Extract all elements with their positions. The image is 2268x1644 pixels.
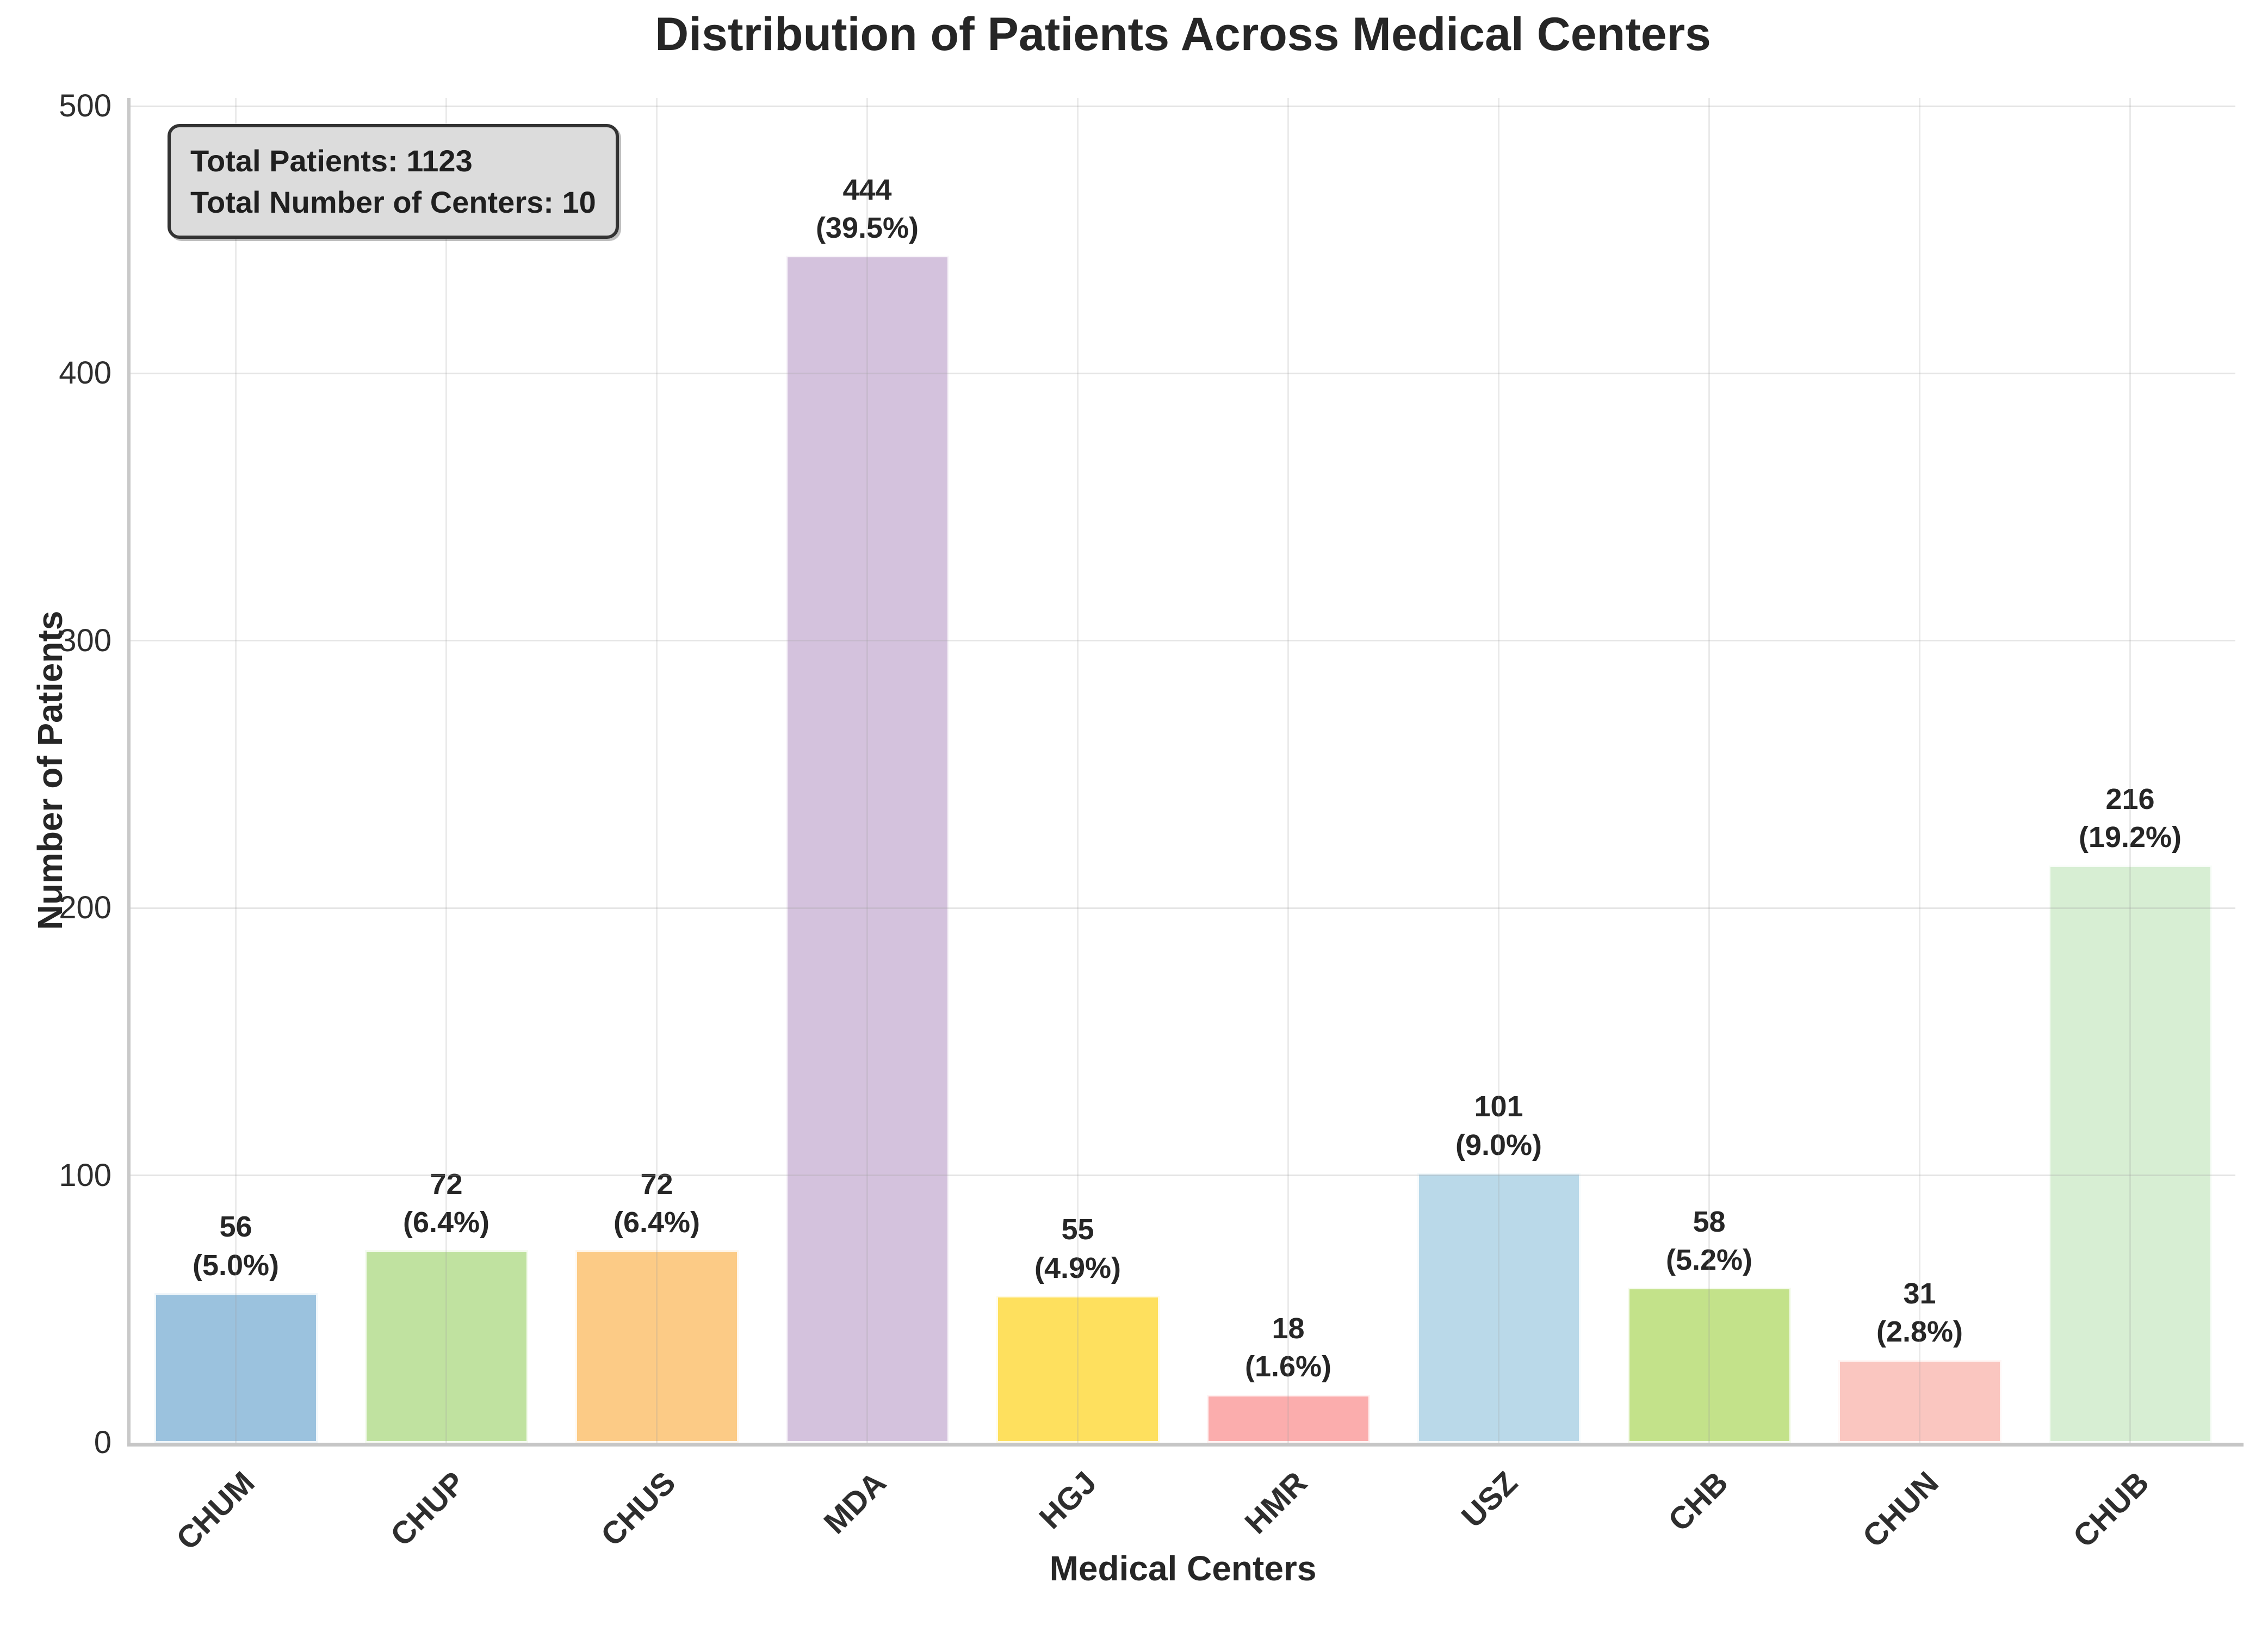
bar-percentage: (9.0%) (1455, 1128, 1542, 1161)
gridline-x-hgj (1077, 98, 1079, 1443)
bar-value-label-usz: 101 (9.0%) (1379, 1087, 1619, 1164)
x-axis-label: Medical Centers (1049, 1549, 1317, 1588)
bar-value-label-chus: 72 (6.4%) (537, 1165, 777, 1241)
bar-value-label-mda: 444 (39.5%) (748, 171, 987, 247)
bar-mda (785, 256, 949, 1443)
bar-chb (1627, 1288, 1791, 1443)
gridline-x-chb (1708, 98, 1710, 1443)
bar-count: 101 (1474, 1090, 1523, 1123)
bar-value-label-chup: 72 (6.4%) (327, 1165, 566, 1241)
bar-percentage: (2.8%) (1876, 1315, 1963, 1349)
gridline-x-hmr (1287, 98, 1289, 1443)
total-patients-text: Total Patients: 1123 (190, 144, 473, 178)
bar-count: 58 (1693, 1205, 1726, 1238)
bar-count: 31 (1903, 1277, 1936, 1311)
gridline-x-chup (445, 98, 447, 1443)
gridline-y-200 (131, 907, 2235, 909)
gridline-y-300 (131, 640, 2235, 642)
bar-percentage: (6.4%) (402, 1206, 490, 1239)
bar-hmr (1206, 1394, 1370, 1443)
plot-area: 56 (5.0%) 72 (6.4%) 72 (6.4%) 444 (39.5%) 55 (4.9… (127, 98, 2244, 1447)
y-tick-400: 400 (59, 355, 111, 391)
bar-count: 55 (1061, 1213, 1094, 1246)
gridline-x-usz (1498, 98, 1499, 1443)
gridline-y-100 (131, 1175, 2235, 1177)
y-tick-0: 0 (94, 1425, 111, 1460)
total-centers-text: Total Number of Centers: 10 (190, 184, 596, 219)
bar-value-label-chum: 56 (5.0%) (116, 1208, 356, 1284)
bar-count: 18 (1272, 1312, 1305, 1345)
bar-count: 72 (430, 1167, 463, 1201)
bar-chup (364, 1250, 528, 1443)
bar-value-label-chb: 58 (5.2%) (1590, 1203, 1829, 1279)
x-axis-line (127, 1443, 2244, 1447)
bar-percentage: (1.6%) (1244, 1350, 1332, 1383)
bar-count: 444 (842, 173, 892, 206)
gridline-y-400 (131, 372, 2235, 374)
bar-value-label-hgj: 55 (4.9%) (958, 1210, 1198, 1287)
bar-percentage: (4.9%) (1034, 1251, 1121, 1284)
bar-count: 216 (2105, 783, 2155, 816)
bar-percentage: (5.0%) (192, 1249, 280, 1282)
chart-title: Distribution of Patients Across Medical … (655, 8, 1711, 60)
bar-count: 56 (219, 1210, 252, 1244)
y-axis-line (127, 98, 131, 1443)
bar-usz (1417, 1172, 1581, 1443)
bar-chum (154, 1293, 318, 1443)
bar-percentage: (5.2%) (1665, 1243, 1753, 1276)
bar-hgj (996, 1295, 1160, 1443)
bar-percentage: (39.5%) (815, 212, 919, 244)
bar-value-label-chub: 216 (19.2%) (2011, 780, 2250, 856)
gridline-y-500 (131, 105, 2235, 107)
y-tick-300: 300 (59, 622, 111, 658)
y-tick-500: 500 (59, 88, 111, 123)
y-tick-200: 200 (59, 890, 111, 926)
summary-box: Total Patients: 1123 Total Number of Cen… (168, 124, 619, 239)
bar-percentage: (19.2%) (2078, 821, 2182, 854)
y-tick-100: 100 (59, 1157, 111, 1193)
bar-chub (2048, 865, 2212, 1443)
gridline-x-chun (1919, 98, 1920, 1443)
bar-percentage: (6.4%) (613, 1206, 701, 1239)
gridline-x-mda (866, 98, 868, 1443)
bar-chus (575, 1250, 739, 1443)
bar-chun (1838, 1359, 2001, 1443)
gridline-x-chus (656, 98, 658, 1443)
gridline-x-chub (2129, 98, 2131, 1443)
bar-count: 72 (640, 1167, 673, 1201)
bar-value-label-hmr: 18 (1.6%) (1169, 1309, 1408, 1386)
bar-value-label-chun: 31 (2.8%) (1800, 1275, 2040, 1351)
gridline-x-chum (235, 98, 237, 1443)
